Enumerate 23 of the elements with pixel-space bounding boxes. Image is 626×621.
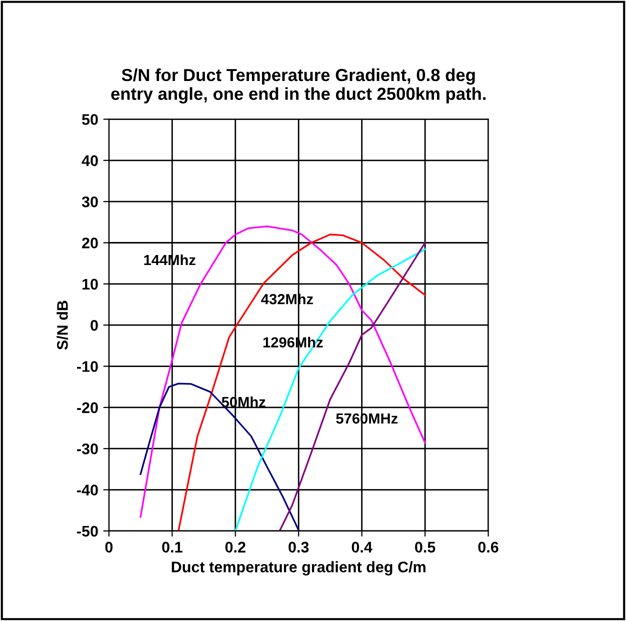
y-tick-label: 10: [82, 278, 98, 290]
y-tick-label: 30: [82, 196, 98, 208]
y-tick-label: 50: [82, 114, 98, 125]
x-axis-title: Duct temperature gradient deg C/m: [172, 561, 426, 576]
x-tick-label: 0.5: [415, 542, 436, 553]
line-series: [140, 225, 426, 518]
x-tick-label: 0.1: [162, 542, 182, 553]
x-tick-label: 0.6: [478, 542, 498, 553]
x-tick-label: 0.2: [225, 542, 246, 553]
y-tick-label: -10: [77, 361, 98, 372]
chart-title: S/N for Duct Temperature Gradient, 0.8 deg entry angle, one end in the duct 2500km path.: [111, 68, 486, 104]
y-tick-label: -50: [77, 526, 98, 537]
x-tick-label: 0.4: [352, 542, 372, 553]
y-tick-label: -30: [77, 443, 98, 454]
y-axis-title: S/N dB: [56, 300, 68, 350]
y-tick-label: 40: [82, 155, 98, 166]
y-tick-label: -20: [77, 402, 98, 414]
y-tick-label: 0: [90, 320, 98, 331]
x-tick-label: 0.3: [288, 542, 309, 553]
y-tick-label: 20: [82, 238, 98, 248]
y-tick-label: -40: [77, 484, 98, 496]
line-series: [140, 382, 300, 531]
x-tick-label: 0: [105, 542, 113, 553]
